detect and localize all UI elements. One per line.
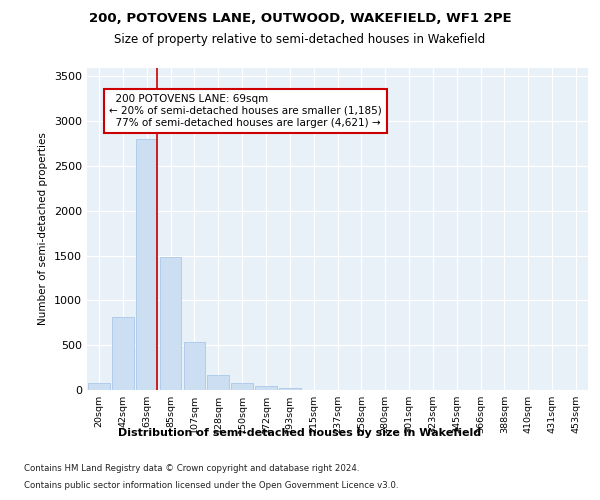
Text: 200, POTOVENS LANE, OUTWOOD, WAKEFIELD, WF1 2PE: 200, POTOVENS LANE, OUTWOOD, WAKEFIELD, …	[89, 12, 511, 26]
Text: Size of property relative to semi-detached houses in Wakefield: Size of property relative to semi-detach…	[115, 32, 485, 46]
Bar	[88, 384, 110, 390]
Text: 200 POTOVENS LANE: 69sqm
← 20% of semi-detached houses are smaller (1,185)
  77%: 200 POTOVENS LANE: 69sqm ← 20% of semi-d…	[109, 94, 382, 128]
Bar	[208, 375, 229, 390]
Bar	[184, 342, 205, 390]
Text: Distribution of semi-detached houses by size in Wakefield: Distribution of semi-detached houses by …	[118, 428, 482, 438]
Text: Contains HM Land Registry data © Crown copyright and database right 2024.: Contains HM Land Registry data © Crown c…	[24, 464, 359, 473]
Bar	[112, 316, 134, 390]
Text: Contains public sector information licensed under the Open Government Licence v3: Contains public sector information licen…	[24, 481, 398, 490]
Bar	[160, 258, 181, 390]
Y-axis label: Number of semi-detached properties: Number of semi-detached properties	[38, 132, 49, 325]
Bar	[279, 388, 301, 390]
Bar	[232, 384, 253, 390]
Bar	[255, 386, 277, 390]
Bar	[136, 139, 157, 390]
